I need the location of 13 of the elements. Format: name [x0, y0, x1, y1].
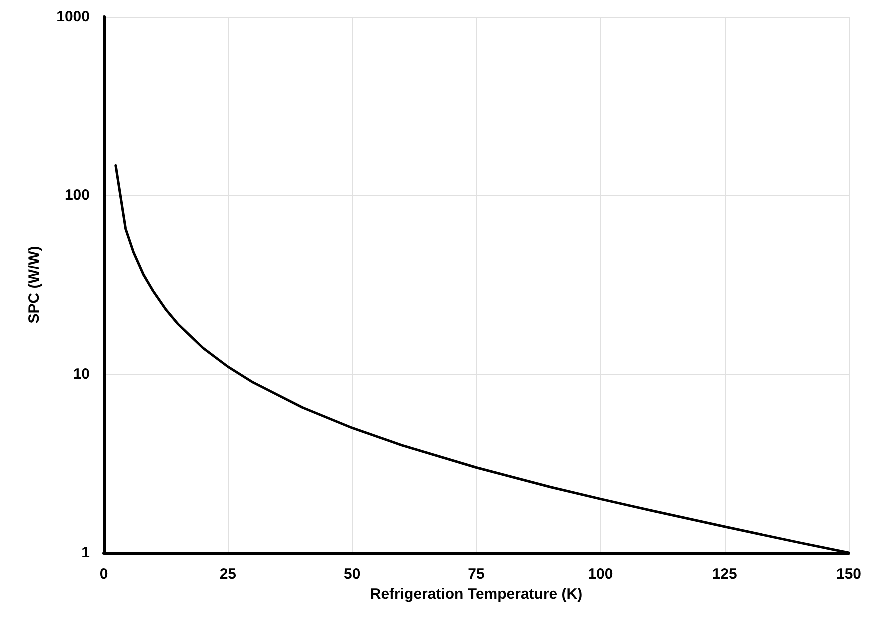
x-tick-label: 125	[712, 566, 738, 583]
x-tick-label: 75	[468, 566, 485, 583]
x-axis-title: Refrigeration Temperature (K)	[370, 586, 583, 603]
x-tick-label: 100	[588, 566, 614, 583]
x-tick-label: 0	[100, 566, 108, 583]
y-tick-label: 1	[82, 544, 90, 562]
x-tick-label: 50	[344, 566, 361, 583]
x-tick-label: 150	[836, 566, 862, 583]
x-tick-label: 25	[220, 566, 237, 583]
y-tick-label: 1000	[56, 8, 90, 26]
y-tick-label: 10	[73, 366, 90, 383]
y-axis-title: SPC (W/W)	[26, 246, 43, 324]
y-tick-label: 100	[64, 187, 90, 204]
